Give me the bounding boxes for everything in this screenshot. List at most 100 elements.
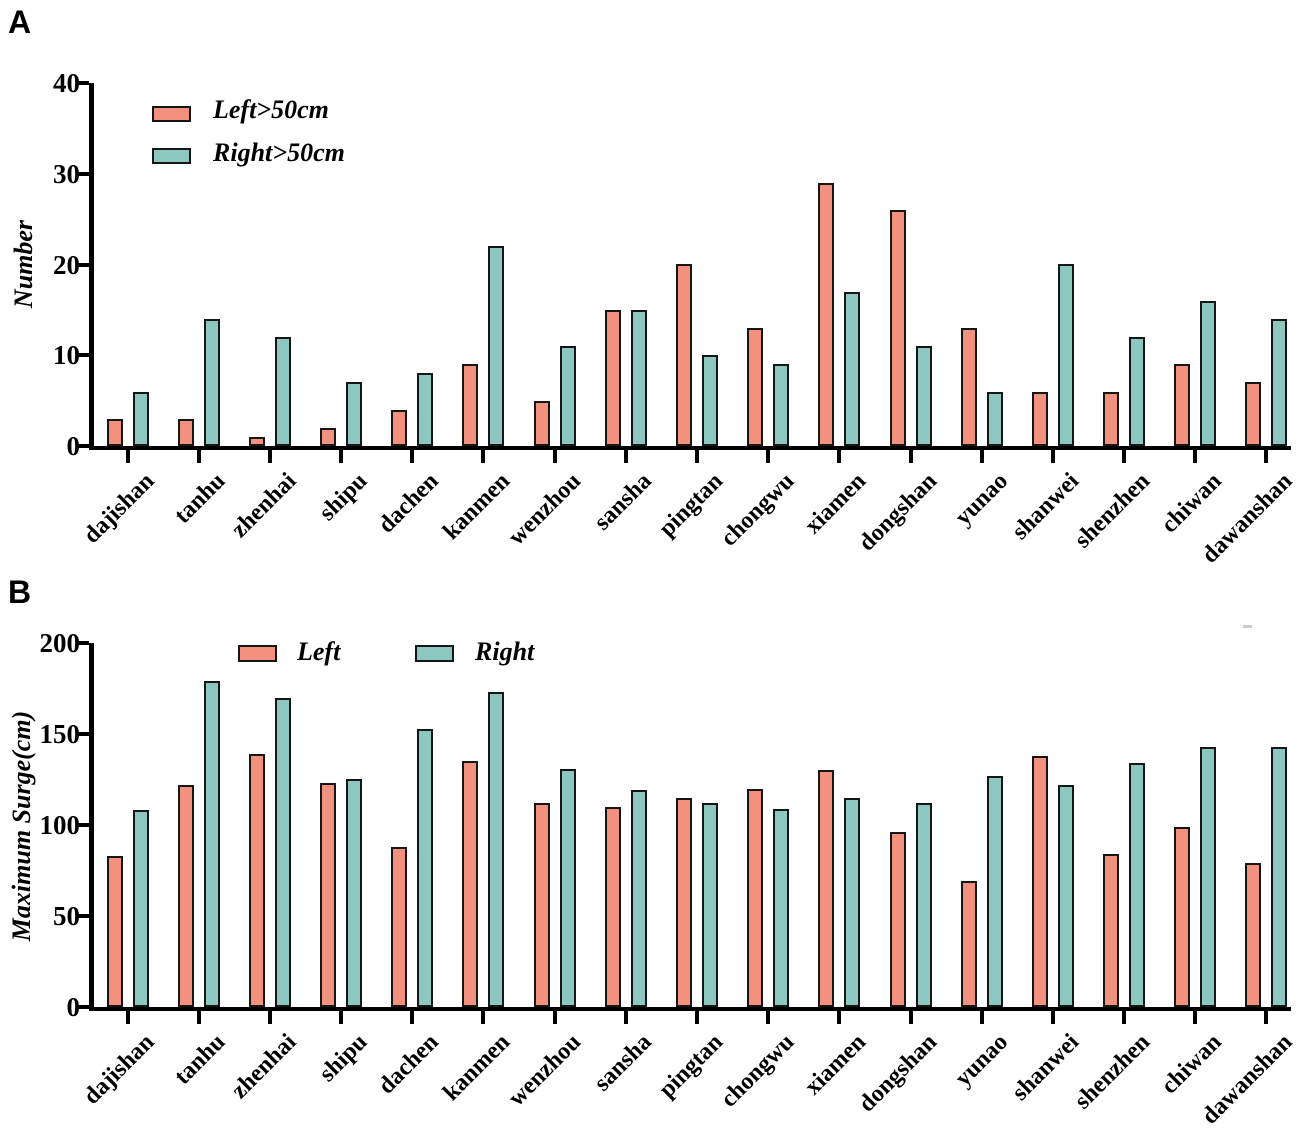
- panel-b-x-tick: [695, 1011, 700, 1024]
- panel-b-bar-left-chongwu: [747, 789, 764, 1007]
- panel-a-letter: A: [8, 4, 32, 40]
- panel-a-x-label-shenzhen: shenzhen: [1070, 468, 1156, 554]
- panel-a-x-tick: [1264, 450, 1269, 463]
- panel-b-y-tick: [76, 1005, 89, 1009]
- panel-b-y-tick-label: 200: [39, 628, 81, 658]
- panel-b-bar-left-dongshan: [889, 832, 906, 1007]
- panel-b-bar-left-dajishan: [106, 856, 123, 1007]
- panel-b-bar-right-chongwu: [773, 809, 790, 1007]
- panel-a-bar-right-chongwu: [773, 364, 790, 446]
- panel-b-bar-left-tanhu: [177, 785, 194, 1007]
- panel-b-x-label-wenzhou: wenzhou: [503, 1029, 587, 1112]
- panel-b-bar-left-dachen: [391, 847, 408, 1007]
- stray-dash-artifact: [1243, 625, 1252, 628]
- legend-a-right-swatch: [152, 148, 191, 164]
- panel-b-x-tick: [339, 1011, 344, 1024]
- panel-b-bar-right-dongshan: [915, 803, 932, 1007]
- panel-b-x-tick: [837, 1011, 842, 1024]
- panel-b-bar-right-dajishan: [132, 810, 149, 1007]
- panel-b-bar-left-wenzhou: [533, 803, 550, 1007]
- panel-b-x-tick: [552, 1011, 557, 1024]
- panel-b-x-label-dachen: dachen: [373, 1029, 444, 1100]
- panel-b-y-tick-label: 100: [39, 810, 81, 840]
- panel-b-bar-right-chiwan: [1200, 747, 1217, 1007]
- panel-a-x-tick: [339, 450, 344, 463]
- panel-b-x-tick: [267, 1011, 272, 1024]
- panel-a-x-label-chongwu: chongwu: [716, 468, 800, 552]
- panel-b-bar-left-pingtan: [676, 798, 693, 1007]
- panel-a-x-tick: [1193, 450, 1198, 463]
- panel-b-bar-right-sansha: [630, 790, 647, 1007]
- panel-b-bar-left-yunao: [960, 881, 977, 1007]
- panel-b-bar-left-shanwei: [1031, 756, 1048, 1007]
- panel-a-bar-left-wenzhou: [533, 401, 550, 446]
- panel-a-bar-right-chiwan: [1200, 301, 1217, 446]
- panel-a-bar-left-sansha: [604, 310, 621, 446]
- panel-b-x-label-chiwan: chiwan: [1156, 1029, 1227, 1100]
- panel-b-x-label-yunao: yunao: [950, 1029, 1014, 1092]
- panel-a-x-label-yunao: yunao: [950, 468, 1014, 531]
- panel-a-bar-right-shanwei: [1057, 264, 1074, 446]
- panel-b-x-tick: [908, 1011, 913, 1024]
- panel-a-bar-right-xiamen: [844, 292, 861, 446]
- panel-b-x-tick: [979, 1011, 984, 1024]
- panel-a-x-tick: [196, 450, 201, 463]
- panel-a-x-tick: [623, 450, 628, 463]
- panel-b-bar-right-shenzhen: [1129, 763, 1146, 1007]
- panel-b-x-tick: [410, 1011, 415, 1024]
- panel-a-bar-right-dongshan: [915, 346, 932, 446]
- panel-a-x-tick: [267, 450, 272, 463]
- panel-b-bar-right-pingtan: [702, 803, 719, 1007]
- panel-a-x-label-sansha: sansha: [589, 468, 658, 536]
- panel-a-x-label-shipu: shipu: [314, 468, 373, 527]
- panel-b-x-label-dajishan: dajishan: [78, 1029, 159, 1110]
- panel-b-y-tick-label: 0: [66, 992, 81, 1022]
- panel-a-x-label-zhenhai: zhenhai: [226, 468, 302, 543]
- panel-a-bar-left-shipu: [320, 428, 337, 446]
- panel-b-y-tick: [76, 914, 89, 918]
- panel-b-bar-left-shenzhen: [1103, 854, 1120, 1007]
- panel-a-x-label-dajishan: dajishan: [78, 468, 159, 549]
- panel-b-x-label-shenzhen: shenzhen: [1070, 1029, 1156, 1115]
- panel-a-y-tick-label: 20: [53, 249, 80, 280]
- panel-b-bar-right-kanmen: [488, 692, 505, 1007]
- panel-a-bar-left-dachen: [391, 410, 408, 446]
- panel-a-y-tick: [76, 171, 89, 176]
- panel-b-x-label-shipu: shipu: [314, 1029, 373, 1088]
- panel-a-bar-left-kanmen: [462, 364, 479, 446]
- panel-a-bar-left-dawanshan: [1245, 382, 1262, 446]
- panel-b-x-label-sansha: sansha: [589, 1029, 658, 1097]
- panel-b-bar-left-chiwan: [1174, 827, 1191, 1007]
- panel-a-bar-left-tanhu: [177, 419, 194, 446]
- panel-b-x-tick: [481, 1011, 486, 1024]
- legend-b-left-label: Left: [297, 637, 341, 666]
- panel-a-bar-left-yunao: [960, 328, 977, 446]
- panel-a-y-tick: [76, 81, 89, 85]
- panel-a-bar-right-dachen: [417, 373, 434, 446]
- panel-a-x-label-dachen: dachen: [373, 468, 444, 539]
- legend-b-left-swatch: [238, 645, 277, 662]
- panel-a-y-tick-label: 40: [53, 68, 80, 98]
- panel-a-x-label-kanmen: kanmen: [438, 468, 515, 545]
- panel-b-bar-right-shanwei: [1057, 785, 1074, 1007]
- panel-a-bar-left-zhenhai: [248, 437, 265, 446]
- panel-b-x-tick: [1193, 1011, 1198, 1024]
- panel-b-bar-left-zhenhai: [248, 754, 265, 1007]
- panel-a-y-tick: [76, 353, 89, 358]
- panel-a-bar-right-kanmen: [488, 246, 505, 446]
- legend-b-right-label: Right: [475, 637, 535, 666]
- panel-b-x-axis: [89, 1007, 1291, 1011]
- panel-a-bar-left-shenzhen: [1103, 392, 1120, 446]
- panel-b-bar-right-dawanshan: [1271, 747, 1288, 1007]
- panel-a-y-tick: [76, 262, 89, 267]
- panel-a-y-tick-label: 10: [53, 340, 80, 371]
- panel-a-bar-right-pingtan: [702, 355, 719, 446]
- panel-a-x-tick: [1050, 450, 1055, 463]
- panel-a-bar-right-dajishan: [132, 392, 149, 446]
- panel-b-bar-right-xiamen: [844, 798, 861, 1007]
- legend-a-left-swatch: [152, 106, 191, 122]
- panel-b-y-tick-label: 150: [39, 719, 81, 749]
- panel-a-bar-right-dawanshan: [1271, 319, 1288, 446]
- panel-a-bar-right-zhenhai: [274, 337, 291, 446]
